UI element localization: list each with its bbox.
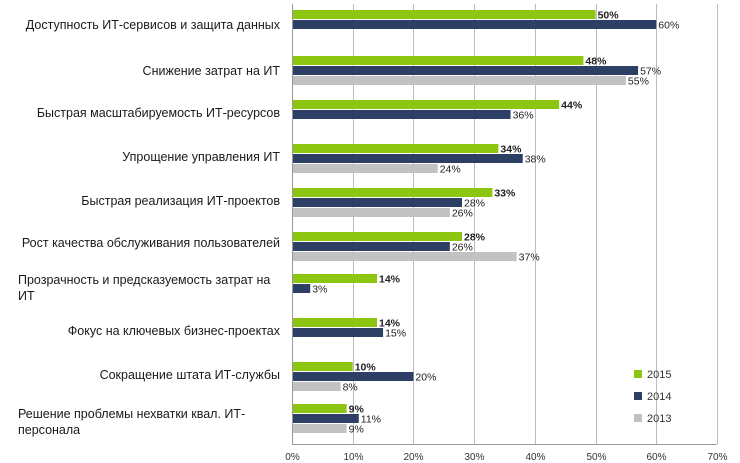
x-tick-label: 70%: [707, 452, 727, 463]
data-label: 11%: [361, 414, 381, 426]
bar-2015: [293, 232, 462, 241]
data-label: 9%: [349, 424, 364, 436]
bar-2015: [293, 188, 493, 197]
data-label: 14%: [379, 318, 401, 330]
bar-2013: [293, 164, 438, 173]
bar-2014: [293, 20, 657, 29]
legend-swatch: [634, 370, 642, 378]
bar-2015: [293, 404, 347, 413]
bar-2015: [293, 144, 499, 153]
x-tick-label: 30%: [464, 452, 484, 463]
data-label: 9%: [349, 404, 365, 416]
legend-label: 2014: [647, 391, 671, 403]
data-label: 28%: [464, 198, 485, 210]
data-label: 34%: [500, 144, 522, 156]
data-label: 50%: [598, 10, 620, 22]
data-label: 8%: [343, 382, 358, 394]
data-label: 60%: [658, 20, 679, 32]
data-label: 44%: [561, 100, 583, 112]
bar-2014: [293, 154, 523, 163]
data-label: 20%: [415, 372, 436, 384]
data-label: 38%: [525, 154, 546, 166]
bar-2014: [293, 414, 359, 423]
bar-2015: [293, 10, 596, 19]
bar-2013: [293, 382, 341, 391]
bar-2013: [293, 424, 347, 433]
data-label: 26%: [452, 208, 473, 220]
data-label: 36%: [513, 110, 534, 122]
x-tick-label: 50%: [586, 452, 606, 463]
data-label: 15%: [385, 328, 406, 340]
data-label: 26%: [452, 242, 473, 254]
data-label: 24%: [440, 164, 461, 176]
bar-2015: [293, 56, 584, 65]
x-tick-label: 20%: [403, 452, 423, 463]
legend: 2015 2014 2013: [634, 369, 671, 425]
bar-series: [293, 10, 657, 433]
legend-swatch: [634, 414, 642, 422]
data-label: 33%: [494, 188, 516, 200]
x-tick-label: 0%: [285, 452, 300, 463]
bar-2014: [293, 110, 511, 119]
legend-swatch: [634, 392, 642, 400]
bar-2015: [293, 100, 560, 109]
data-label: 28%: [464, 232, 486, 244]
bar-2015: [293, 362, 353, 371]
bar-2014: [293, 372, 414, 381]
data-label: 10%: [355, 362, 377, 374]
value-labels: 50%60%48%57%55%44%36%34%38%24%33%28%26%2…: [312, 10, 679, 436]
bar-2013: [293, 76, 626, 85]
bar-2014: [293, 328, 384, 337]
bar-2013: [293, 208, 450, 217]
bar-2013: [293, 252, 517, 261]
data-label: 3%: [312, 284, 327, 296]
data-label: 14%: [379, 274, 401, 286]
bar-2014: [293, 66, 639, 75]
x-tick-label: 40%: [525, 452, 545, 463]
bar-2015: [293, 318, 377, 327]
data-label: 57%: [640, 66, 661, 78]
legend-label: 2015: [647, 369, 671, 381]
legend-label: 2013: [647, 413, 671, 425]
data-label: 37%: [519, 252, 540, 264]
x-axis: 0% 10% 20% 30% 40% 50% 60% 70%: [285, 444, 728, 463]
bar-2014: [293, 242, 450, 251]
bar-2014: [293, 198, 462, 207]
bar-2015: [293, 274, 377, 283]
data-label: 55%: [628, 76, 649, 88]
data-label: 48%: [585, 56, 607, 68]
bar-2014: [293, 284, 311, 293]
x-tick-label: 60%: [646, 452, 666, 463]
x-tick-label: 10%: [343, 452, 363, 463]
